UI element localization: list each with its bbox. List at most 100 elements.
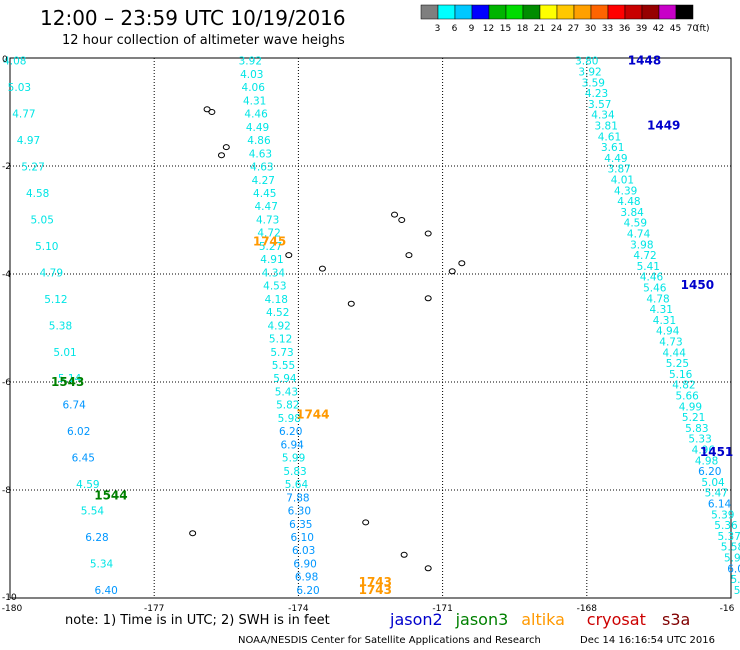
- island-outline: [398, 217, 406, 223]
- swh-value: 5.94: [273, 373, 297, 385]
- swh-value: 4.73: [659, 337, 682, 349]
- swh-value: 4.52: [266, 307, 289, 319]
- swh-value: 6.02: [67, 426, 90, 438]
- chart-title: 12:00 – 23:59 UTC 10/19/2016: [40, 6, 346, 30]
- swh-value: 4.46: [244, 109, 268, 121]
- grid-lines: [10, 58, 731, 598]
- swh-value: 4.94: [656, 326, 680, 338]
- swh-value: 4.79: [40, 267, 63, 279]
- swh-value: 5.54: [81, 506, 105, 518]
- swh-value: 3.84: [620, 207, 644, 219]
- axis-ticks: -180 -177 -174 -171 -168 -16 0 -2 -4 -6 -8 -10: [2, 55, 735, 614]
- scale-unit: (ft): [696, 24, 710, 34]
- x-tick-label: -16: [720, 604, 735, 614]
- time-label: 1543: [51, 375, 84, 389]
- swh-value: 4.63: [249, 148, 272, 160]
- swh-value: 5.33: [688, 434, 711, 446]
- island-outline: [208, 109, 216, 115]
- scale-swatch: [607, 4, 626, 20]
- swh-value: 4.48: [617, 196, 640, 208]
- swh-value: 4.63: [250, 162, 273, 174]
- swh-value: 3.87: [607, 164, 630, 176]
- swh-value: 5.27: [21, 162, 44, 174]
- time-label: 1743: [359, 583, 392, 597]
- scale-label: 45: [670, 24, 681, 34]
- swh-value: 5.01: [53, 347, 76, 359]
- swh-value: 4.03: [240, 69, 263, 81]
- swh-value: 5.12: [269, 334, 292, 346]
- scale-label: 3: [435, 24, 441, 34]
- swh-value: 5.66: [675, 391, 699, 403]
- swh-value: 4.18: [265, 294, 288, 306]
- swh-value: 4.92: [267, 320, 290, 332]
- swh-value: 5.39: [711, 509, 734, 521]
- swh-value: 6.98: [295, 572, 318, 584]
- swh-value: 4.82: [672, 380, 695, 392]
- swh-value: 6.20: [296, 585, 319, 597]
- swh-value: 5.27: [259, 241, 282, 253]
- swh-value: 5.05: [31, 214, 54, 226]
- swh-value: 5.93: [730, 574, 740, 586]
- swh-value: 5.73: [270, 347, 293, 359]
- footer-credit: NOAA/NESDIS Center for Satellite Applica…: [238, 635, 541, 646]
- swh-value: 3.80: [575, 56, 598, 68]
- swh-value: 4.46: [640, 272, 664, 284]
- swh-value: 5.82: [276, 400, 299, 412]
- swh-value: 5.90: [724, 553, 740, 565]
- swh-value: 6.74: [62, 400, 86, 412]
- scale-label: 24: [551, 24, 563, 34]
- swh-value: 5.36: [714, 520, 738, 532]
- swh-value: 4.59: [76, 479, 99, 491]
- swh-value: 5.53: [734, 585, 740, 597]
- swh-value: 6.35: [289, 519, 312, 531]
- island-outline: [448, 268, 456, 275]
- scale-label: 12: [483, 24, 494, 34]
- swh-value: 4.97: [17, 135, 40, 147]
- swh-value: 6.45: [72, 453, 95, 465]
- footer-note: note: 1) Time is in UTC; 2) SWH is in fe…: [65, 613, 330, 628]
- scale-label: 27: [568, 24, 579, 34]
- x-tick-label: -180: [2, 604, 23, 614]
- island-outline: [362, 519, 370, 526]
- swh-value: 4.78: [646, 293, 669, 305]
- swh-value: 5.25: [666, 358, 689, 370]
- island-outline: [424, 565, 432, 572]
- scale-label: 70: [687, 24, 699, 34]
- x-tick-label: -171: [432, 604, 452, 614]
- swh-value: 6.02: [727, 563, 740, 575]
- swh-value: 5.34: [90, 558, 114, 570]
- swh-value: 4.73: [256, 214, 279, 226]
- y-tick-label: -6: [2, 378, 11, 388]
- scale-label: 30: [585, 24, 597, 34]
- swh-value: 4.58: [26, 188, 49, 200]
- swh-value: 6.03: [292, 545, 315, 557]
- swh-value: 5.38: [49, 320, 72, 332]
- time-label: 1448: [628, 54, 661, 68]
- swh-value: 4.86: [247, 135, 271, 147]
- time-label: 1451: [700, 445, 733, 459]
- swh-value: 5.55: [272, 360, 295, 372]
- swh-value: 5.04: [701, 477, 725, 489]
- scale-swatch: [539, 4, 558, 20]
- track-jason2: 3.803.923.594.233.574.343.814.613.614.49…: [575, 54, 740, 597]
- island-outline: [391, 211, 399, 218]
- swh-value: 4.27: [252, 175, 275, 187]
- swh-value: 5.83: [283, 466, 306, 478]
- time-label: 1449: [647, 119, 680, 133]
- swh-value: 3.59: [582, 77, 605, 89]
- island-outline: [222, 144, 230, 151]
- scale-swatch: [556, 4, 575, 20]
- swh-value: 4.61: [598, 131, 621, 143]
- time-label: 1450: [681, 278, 714, 292]
- legend-s3a: s3a: [662, 610, 690, 629]
- swh-value: 4.44: [663, 347, 687, 359]
- swh-value: 3.81: [595, 121, 618, 133]
- swh-value: 5.37: [718, 531, 740, 543]
- color-scale-legend: 3 6 9 12 15 18 21 24 27 30 33 36 39 42 45 70(ft): [420, 4, 710, 34]
- island-outline: [400, 551, 408, 558]
- swh-value: 3.92: [239, 56, 262, 68]
- x-tick-label: -174: [288, 604, 309, 614]
- swh-value: 6.20: [279, 426, 302, 438]
- swh-value: 3.92: [578, 67, 601, 79]
- island-outline: [189, 530, 197, 537]
